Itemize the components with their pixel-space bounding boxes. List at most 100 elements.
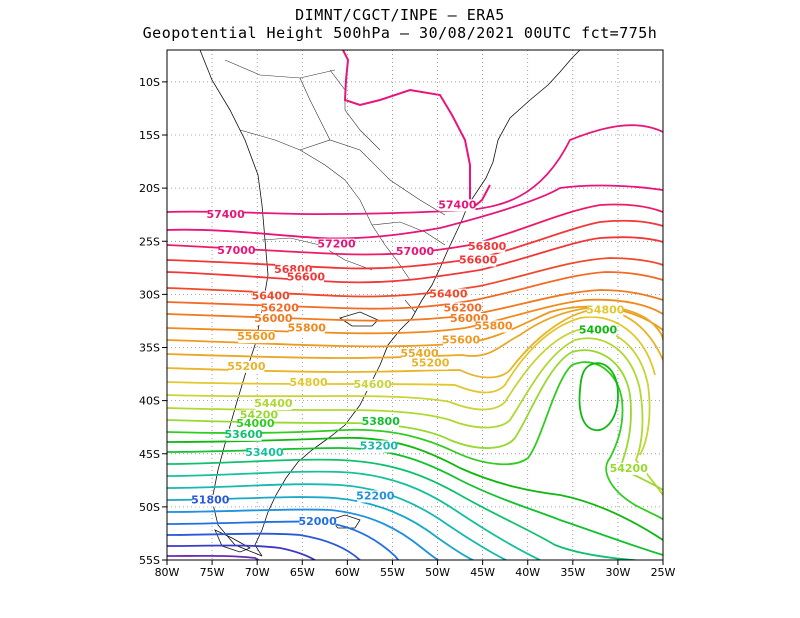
contour-label-bg [225, 428, 262, 441]
contour-label-bg [287, 271, 324, 284]
lat-tick-label: 50S [139, 501, 160, 514]
lon-tick-label: 60W [335, 566, 360, 579]
contour-label: 56000 [254, 312, 293, 325]
lon-tick-label: 35W [560, 566, 585, 579]
contour-label: 56600 [459, 254, 498, 267]
contour-label-bg [439, 199, 476, 212]
lon-tick-label: 55W [380, 566, 405, 579]
contour-label-bg [469, 240, 506, 253]
contour-label-bg [475, 320, 512, 333]
contour-label: 54600 [353, 378, 392, 391]
contour-label: 53800 [362, 415, 401, 428]
contour-label-bg [444, 302, 481, 315]
contour-label: 55800 [288, 322, 327, 335]
contour-label-bg [255, 398, 292, 410]
contour-label: 57400 [206, 208, 245, 221]
contour-label-bg [318, 238, 355, 251]
contour-label: 57000 [396, 245, 435, 258]
lon-tick-label: 40W [515, 566, 540, 579]
contour-label: 56200 [261, 301, 300, 314]
contour-label-bg [357, 490, 394, 503]
lon-tick-label: 80W [155, 566, 180, 579]
contour-label-bg [442, 334, 479, 347]
contour-label: 51800 [191, 494, 230, 507]
lat-tick-label: 10S [139, 76, 160, 89]
contour-label: 52200 [356, 489, 395, 502]
contour-label-bg [354, 378, 391, 391]
contour-label: 57400 [438, 198, 477, 211]
lon-axis: 80W 75W 70W 65W 60W 55W 50W 45W 40W 35W 30W 25W [155, 560, 676, 579]
contour-label-bg [255, 313, 292, 325]
contour-label-bg [237, 418, 274, 431]
amazon-boundary [342, 50, 491, 211]
contour-label: 54800 [586, 304, 625, 317]
contour-label: 57200 [317, 238, 356, 251]
contour-label: 56400 [429, 288, 468, 301]
chart-title-line2: Geopotential Height 500hPa – 30/08/2021 … [142, 24, 658, 42]
contour-label: 55800 [474, 319, 513, 332]
contour-label: 53200 [360, 440, 399, 453]
contour-label-bg [288, 322, 325, 335]
contour-label-bg [218, 245, 255, 257]
contour-label-bg [587, 304, 624, 317]
contour-label-bg [238, 331, 275, 344]
lon-tick-label: 25W [651, 566, 676, 579]
plot-frame [166, 49, 664, 561]
lat-tick-label: 40S [139, 395, 160, 408]
contour-label: 56400 [252, 290, 291, 303]
lat-tick-label: 20S [139, 182, 160, 195]
contour-label: 56200 [444, 301, 483, 314]
lat-tick-label: 35S [139, 342, 160, 355]
contour-label: 56600 [287, 271, 326, 284]
contour-label-bg [228, 360, 265, 373]
contour-label: 55400 [400, 347, 439, 360]
lon-tick-label: 30W [605, 566, 630, 579]
contour-label-bg [412, 357, 449, 370]
contour-label: 54800 [289, 376, 328, 389]
contour-label-bg [192, 494, 229, 507]
contour-label-bg [290, 376, 327, 389]
contour-label: 54400 [254, 397, 293, 410]
lon-tick-label: 70W [245, 566, 270, 579]
contour-label-bg [580, 324, 617, 337]
contour-label-bg [610, 462, 647, 475]
country-borders [224, 59, 446, 313]
lat-tick-label: 55S [139, 554, 160, 567]
contour-label: 54000 [579, 324, 618, 337]
contour-label: 53400 [245, 446, 284, 459]
grid-lines [167, 50, 663, 560]
contour-label: 55600 [442, 333, 481, 346]
contour-label-bg [246, 446, 283, 459]
contour-label-bg [360, 440, 397, 453]
contour-label: 55600 [237, 330, 276, 343]
contour-label-bg [430, 288, 467, 301]
contours [167, 124, 663, 560]
lat-tick-label: 15S [139, 129, 160, 142]
contour-label-bg [401, 348, 438, 361]
contour-label-bg [460, 254, 497, 267]
contour-label: 56800 [468, 240, 507, 253]
lon-tick-label: 45W [470, 566, 495, 579]
lat-tick-label: 30S [139, 288, 160, 301]
contour-label: 57000 [217, 244, 256, 257]
contour-label-bg [261, 302, 298, 315]
lat-axis: 10S 15S 20S 25S 30S 35S 40S 45S 50S 55S [139, 76, 167, 567]
contour-label-bg [397, 246, 433, 259]
lat-tick-label: 25S [139, 235, 160, 248]
contour-label: 52000 [298, 515, 337, 528]
chart-title-line1: DIMNT/CGCT/INPE – ERA5 [295, 6, 505, 24]
lon-tick-label: 65W [290, 566, 315, 579]
lon-tick-label: 75W [200, 566, 225, 579]
contour-label: 55200 [411, 357, 450, 370]
contour-label: 55200 [227, 360, 266, 373]
contour-label: 54200 [610, 462, 649, 475]
lon-tick-label: 50W [425, 566, 450, 579]
contour-label-bg [362, 416, 399, 429]
contour-label: 53600 [225, 428, 264, 441]
lat-tick-label: 45S [139, 448, 160, 461]
contour-label-bg [299, 515, 336, 528]
contour-label: 54000 [236, 417, 275, 430]
contour-label-bg [252, 290, 289, 303]
